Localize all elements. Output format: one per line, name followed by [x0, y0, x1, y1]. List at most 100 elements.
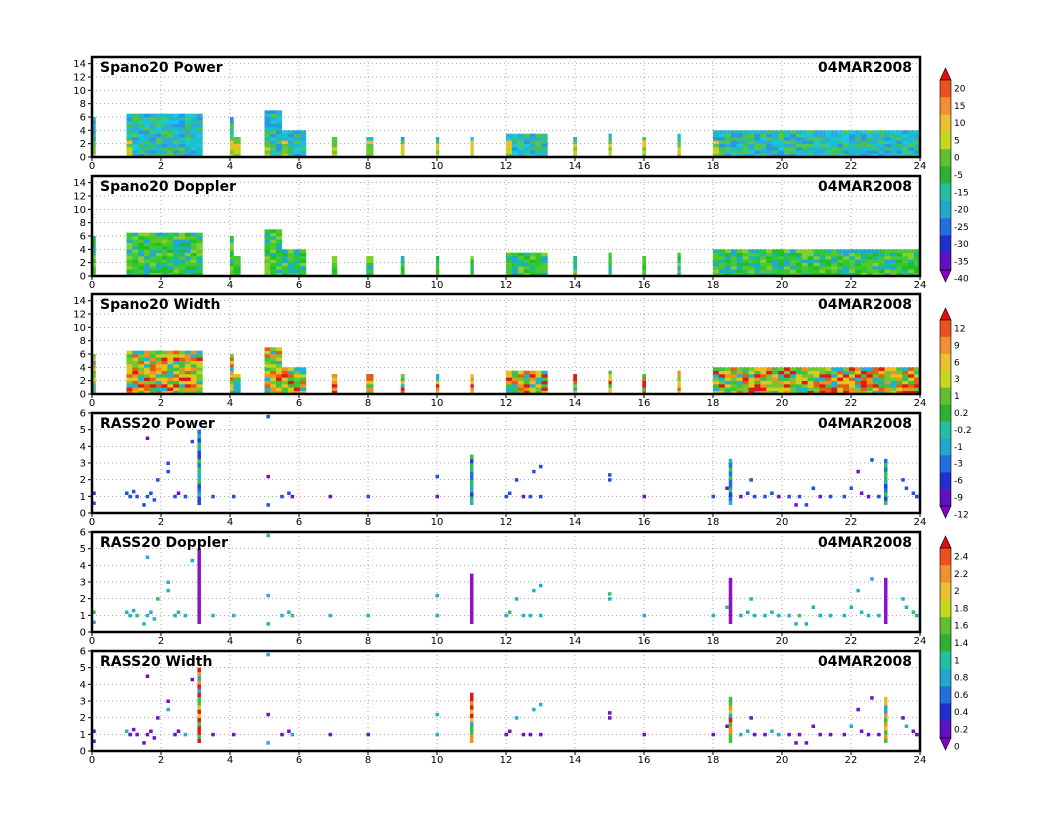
data-point	[435, 593, 439, 598]
data-cell	[608, 390, 612, 395]
data-cell	[511, 272, 519, 277]
data-cell	[511, 380, 519, 385]
data-point	[211, 494, 215, 499]
data-cell	[293, 256, 301, 260]
data-column-cell	[470, 475, 474, 480]
data-cell	[742, 249, 749, 253]
data-point	[797, 494, 802, 499]
data-cell	[730, 150, 737, 154]
data-column-cell	[197, 573, 201, 579]
data-cell	[890, 384, 897, 388]
data-cell	[299, 133, 307, 138]
data-cell	[849, 370, 856, 375]
data-cell	[677, 380, 681, 385]
data-cell	[813, 143, 820, 148]
data-cell	[778, 266, 785, 270]
data-cell	[149, 120, 156, 124]
colorbar-swatch	[940, 599, 951, 618]
data-cell	[276, 153, 283, 158]
data-cell	[233, 390, 241, 395]
data-point	[859, 729, 864, 733]
data-cell	[730, 137, 737, 141]
data-cell	[713, 133, 720, 138]
data-cell	[754, 367, 761, 371]
data-cell	[866, 370, 873, 375]
data-cell	[435, 147, 440, 151]
data-cell	[233, 137, 241, 141]
data-cell	[736, 390, 743, 395]
data-cell	[854, 137, 862, 141]
data-column-cell	[728, 463, 733, 468]
x-tick-label: 24	[914, 280, 927, 291]
data-cell	[860, 140, 868, 144]
panel-date: 04MAR2008	[818, 535, 912, 551]
data-cell	[748, 262, 755, 267]
data-cell	[837, 143, 844, 148]
data-cell	[149, 117, 156, 121]
data-cell	[173, 143, 180, 148]
data-cell	[529, 384, 536, 388]
data-cell	[642, 390, 647, 395]
data-cell	[736, 266, 743, 270]
panel-date: 04MAR2008	[818, 60, 912, 76]
data-column-cell	[197, 582, 201, 587]
data-cell	[914, 140, 921, 144]
data-cell	[914, 387, 921, 391]
data-cell	[92, 269, 96, 273]
data-cell	[819, 374, 826, 378]
data-point	[528, 613, 533, 618]
data-cell	[523, 377, 530, 381]
data-cell	[126, 147, 133, 151]
data-cell	[161, 370, 168, 375]
data-cell	[132, 120, 139, 124]
data-point	[145, 436, 150, 440]
data-column-cell	[197, 565, 201, 570]
data-point	[176, 491, 181, 495]
data-cell	[748, 147, 755, 151]
data-column-cell	[884, 611, 888, 616]
data-cell	[149, 364, 156, 368]
data-cell	[184, 239, 192, 243]
data-point	[507, 610, 512, 614]
data-cell	[523, 133, 530, 138]
x-tick-label: 20	[776, 398, 789, 409]
data-cell	[149, 380, 156, 385]
y-tick-label: 0	[80, 747, 86, 758]
data-cell	[813, 367, 820, 371]
data-cell	[742, 153, 749, 158]
data-cell	[293, 130, 301, 134]
data-cell	[276, 380, 283, 385]
data-cell	[760, 380, 767, 385]
data-cell	[730, 262, 737, 267]
data-cell	[677, 390, 681, 395]
data-cell	[190, 232, 197, 237]
data-cell	[470, 272, 474, 277]
data-cell	[854, 384, 862, 388]
data-cell	[435, 262, 440, 267]
x-tick-label: 22	[845, 517, 858, 528]
data-cell	[831, 367, 838, 371]
data-column-cell	[470, 598, 474, 604]
x-tick-label: 20	[776, 161, 789, 172]
data-cell	[529, 262, 536, 267]
data-cell	[535, 384, 542, 388]
data-cell	[896, 133, 903, 138]
y-tick-label: 1	[80, 730, 86, 741]
data-cell	[677, 140, 681, 144]
data-cell	[92, 150, 96, 154]
data-cell	[287, 147, 295, 151]
data-cell	[807, 256, 814, 260]
colorbar-label: -25	[954, 223, 969, 233]
data-cell	[860, 153, 868, 158]
data-cell	[190, 140, 197, 144]
data-cell	[860, 143, 868, 148]
data-cell	[92, 117, 96, 121]
data-column-cell	[728, 496, 733, 501]
data-cell	[878, 153, 885, 158]
data-cell	[179, 120, 186, 124]
data-cell	[523, 137, 530, 141]
data-column-cell	[728, 701, 733, 706]
data-column-cell	[197, 561, 201, 566]
colorbar-bottom-arrow	[939, 269, 952, 283]
data-point	[190, 558, 195, 563]
